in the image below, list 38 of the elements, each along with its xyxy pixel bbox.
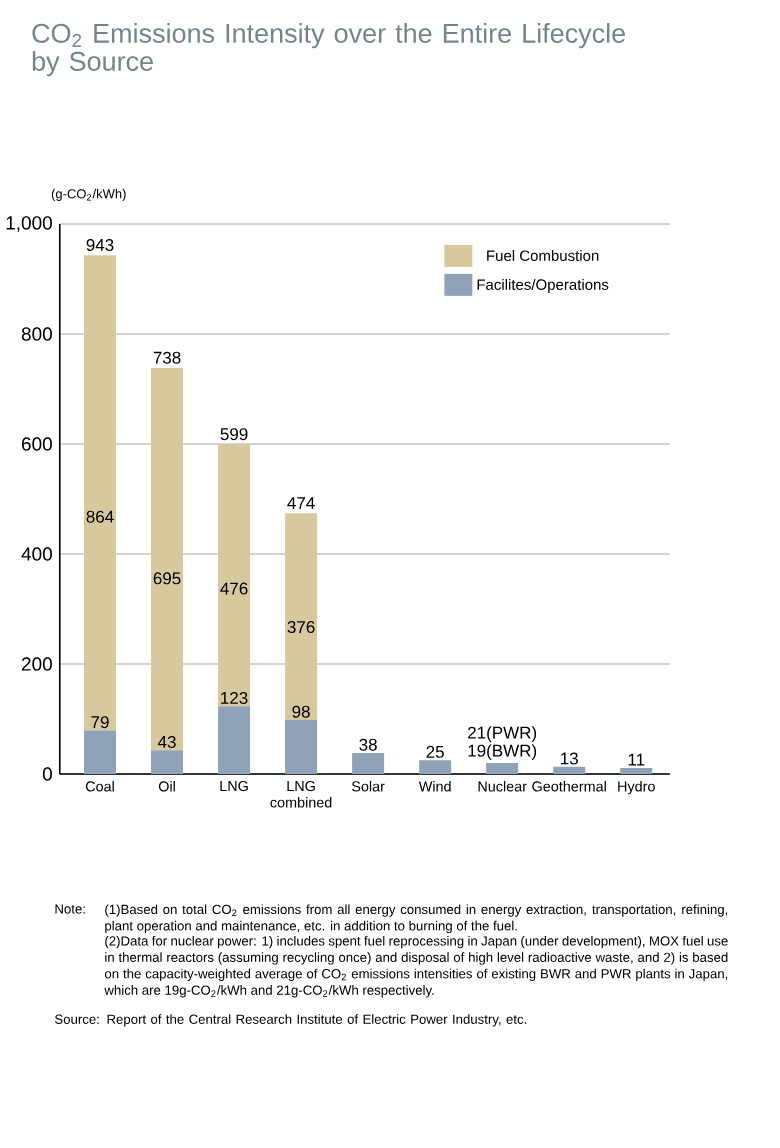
bar [151, 368, 184, 751]
bar [620, 767, 653, 775]
data-label: 13 [561, 752, 578, 765]
data-label: 38 [359, 738, 377, 751]
bar [84, 730, 116, 775]
chart-title: CO$_{2}$ Emissions Intensity over the Entire Lifecycle by Source [32, 23, 626, 77]
data-label: 11 [628, 753, 645, 766]
y-tick-label: 0 [42, 767, 52, 781]
bar [218, 444, 251, 707]
y-tick-label: 800 [21, 327, 52, 341]
bar [486, 763, 519, 775]
data-label: 476 [220, 582, 248, 595]
bar [84, 255, 116, 731]
y-tick-label: 400 [21, 547, 52, 561]
data-label: 123 [221, 691, 248, 704]
data-label: 98 [292, 705, 310, 718]
total-label: 943 [86, 238, 114, 251]
data-label: 25 [426, 745, 444, 758]
total-label: 599 [220, 428, 248, 441]
bar [352, 753, 385, 775]
data-label: 864 [86, 510, 114, 523]
data-label: 695 [153, 572, 181, 585]
annotation: 19(BWR) [468, 744, 537, 761]
bar [285, 720, 318, 775]
total-label: 474 [287, 497, 315, 509]
annotation: 21(PWR) [468, 726, 537, 743]
bar [419, 760, 452, 775]
y-tick-label: 200 [21, 657, 52, 671]
data-label: 43 [157, 735, 176, 748]
data-label: 79 [91, 716, 109, 729]
total-label: 738 [153, 351, 181, 364]
bar [218, 706, 251, 775]
y-tick-label: 1,000 [6, 216, 52, 232]
data-label: 376 [287, 621, 315, 634]
bar [285, 513, 318, 721]
bar [151, 750, 184, 775]
y-tick-label: 600 [21, 437, 52, 451]
bar [553, 766, 586, 775]
